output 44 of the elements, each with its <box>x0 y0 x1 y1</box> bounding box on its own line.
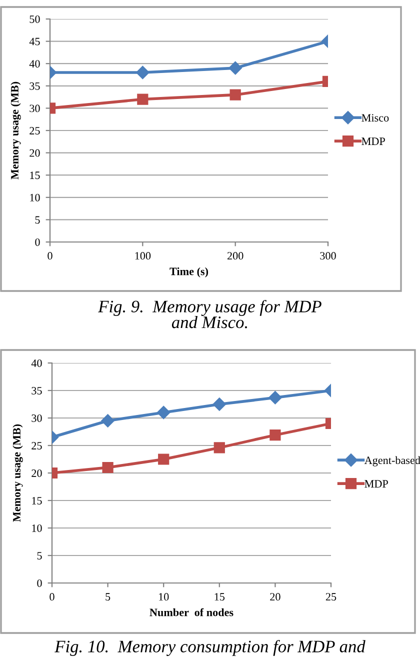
y-tick-label: 35 <box>30 82 40 90</box>
y-tick-label: 20 <box>32 469 42 477</box>
x-tick-label: 200 <box>227 252 244 260</box>
y-tick-label: 25 <box>30 126 40 134</box>
y-tick-label: 35 <box>32 386 42 394</box>
x-tick-label: 20 <box>270 593 280 601</box>
y-tick-label: 40 <box>31 359 42 367</box>
x-tick-label: 10 <box>159 593 169 601</box>
legend-label: Agent-based <box>364 456 420 466</box>
y-tick-label: 5 <box>35 216 40 224</box>
y-tick-label: 0 <box>37 579 42 587</box>
y-tick-label: 30 <box>32 414 42 422</box>
legend-label: Misco <box>362 114 389 122</box>
y-tick-label: 30 <box>30 104 40 112</box>
y-tick-label: 40 <box>29 60 40 68</box>
x-tick-label: 0 <box>50 593 54 601</box>
x-tick-label: 100 <box>135 252 151 260</box>
y-tick-label: 5 <box>37 552 42 560</box>
x-tick-label: 5 <box>106 593 110 601</box>
y-tick-label: 15 <box>32 497 42 504</box>
x-tick-label: 300 <box>320 252 336 260</box>
point <box>212 398 226 411</box>
y-tick-label: 20 <box>30 149 40 157</box>
x-axis-title: Time (s) <box>170 267 208 278</box>
x-tick-label: 0 <box>48 252 52 260</box>
y-tick-label: 50 <box>30 15 40 23</box>
y-tick-label: 25 <box>32 442 42 450</box>
x-axis-title: Number of nodes <box>150 608 234 616</box>
x-tick-label: 15 <box>214 593 225 601</box>
y-tick-label: 15 <box>30 172 40 180</box>
y-tick-label: 0 <box>35 238 40 246</box>
y-axis-title: Memory usage (MB) <box>12 424 23 522</box>
caption: Fig. 9. Memory usage for MDP and Misco. <box>98 300 322 328</box>
y-tick-label: 10 <box>30 194 40 202</box>
legend-label: MDP <box>362 138 385 145</box>
point <box>157 406 170 420</box>
y-tick-label: 10 <box>32 524 42 532</box>
point <box>158 454 170 465</box>
caption: Fig. 10. Memory consumption for MDP and <box>54 640 366 656</box>
legend-label: MDP <box>364 480 388 488</box>
point <box>214 442 225 454</box>
x-tick-label: 25 <box>326 593 336 601</box>
y-axis-title: Memory usage (MB) <box>10 82 21 180</box>
y-tick-label: 45 <box>29 38 40 46</box>
